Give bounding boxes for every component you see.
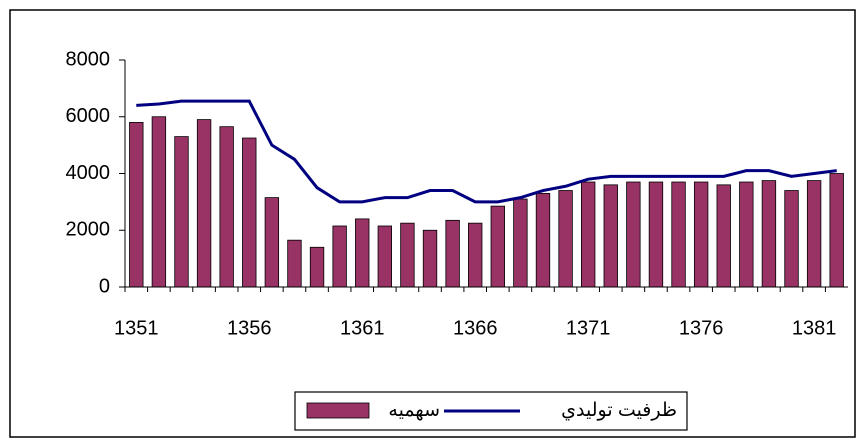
bar: [377, 225, 393, 288]
x-tick-label: 1371: [566, 317, 611, 339]
bar: [151, 116, 167, 288]
bar: [332, 225, 347, 288]
bar: [806, 180, 822, 288]
x-tick-label: 1376: [679, 317, 724, 339]
legend-label: سهميه: [388, 400, 440, 421]
bar: [355, 218, 370, 288]
y-tick-label: 0: [99, 275, 110, 297]
bar: [513, 198, 528, 288]
bar: [129, 122, 144, 288]
bar: [558, 190, 573, 288]
line: [136, 99, 837, 204]
bar: [400, 222, 415, 288]
bar: [219, 126, 234, 288]
bar: [580, 181, 596, 288]
bar: [626, 181, 641, 288]
bar: [784, 190, 799, 288]
bar: [761, 180, 777, 288]
x-tick-label: 1356: [227, 317, 272, 339]
bar: [468, 222, 483, 288]
bar: [242, 137, 257, 288]
bar: [603, 184, 618, 288]
bar: [535, 192, 551, 288]
bar: [693, 181, 709, 288]
bar: [309, 246, 325, 288]
bar: [174, 136, 189, 288]
legend-swatch: [306, 402, 370, 419]
y-tick-label: 4000: [66, 162, 111, 184]
chart-border: [9, 9, 856, 438]
x-tick-label: 1366: [453, 317, 498, 339]
bar: [490, 205, 505, 288]
x-tick-label: 1381: [792, 317, 837, 339]
bar: [287, 239, 302, 288]
y-tick-label: 8000: [66, 48, 111, 70]
bar: [648, 181, 664, 288]
y-tick-label: 2000: [66, 219, 111, 241]
x-tick-label: 1351: [114, 317, 159, 339]
x-tick-label: 1361: [340, 317, 385, 339]
bar: [445, 219, 460, 288]
bar: [739, 181, 754, 288]
bar: [422, 229, 438, 288]
bar: [671, 181, 686, 288]
y-tick-label: 6000: [66, 105, 111, 127]
legend-label: ظرفيت توليدي: [561, 400, 677, 421]
bar: [264, 197, 280, 288]
bar: [716, 184, 731, 288]
bar: [829, 173, 844, 288]
bar: [196, 119, 212, 288]
